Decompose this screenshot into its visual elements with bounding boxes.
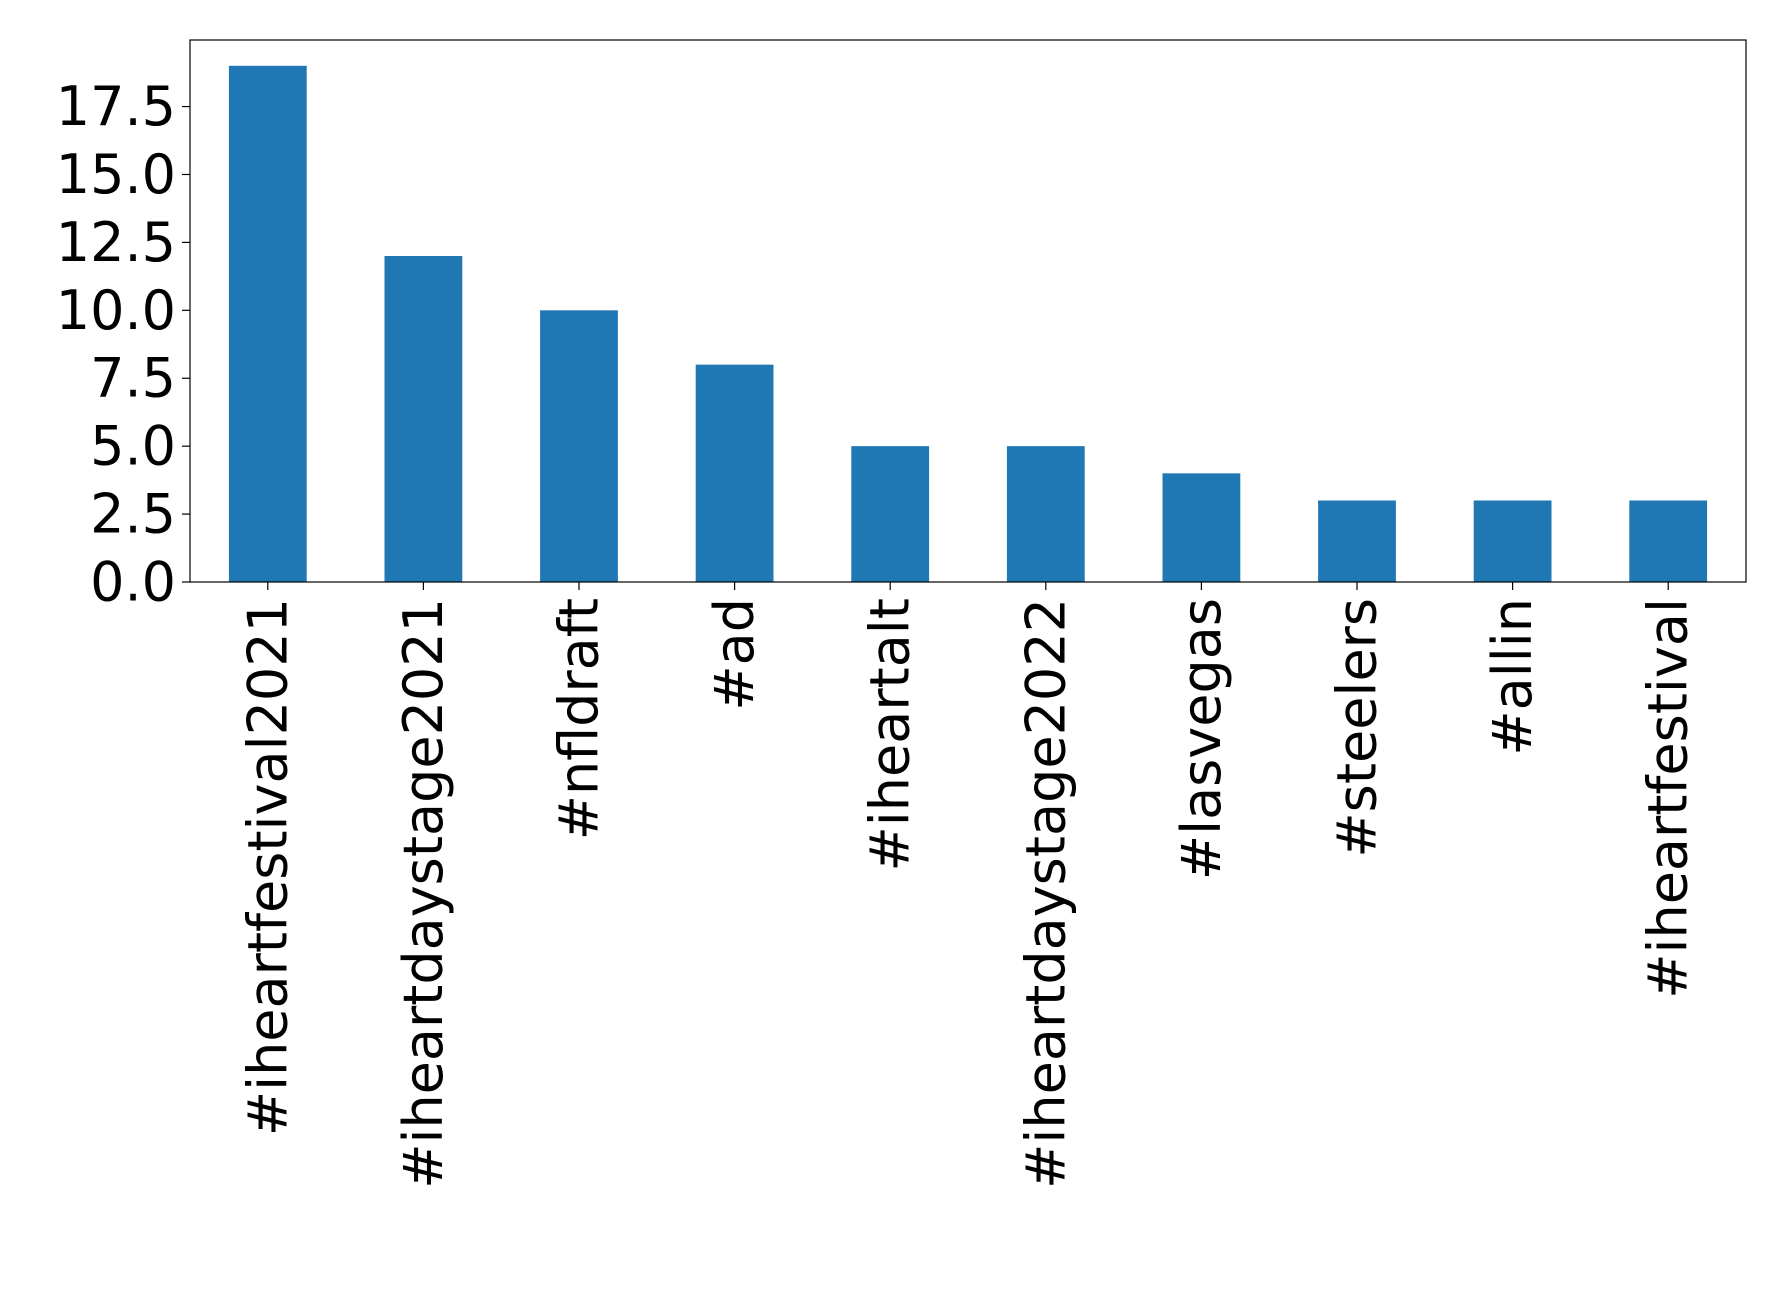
x-tick-label: #lasvegas: [1170, 598, 1233, 880]
y-tick-label: 10.0: [56, 279, 176, 342]
x-tick-label: #ad: [703, 598, 766, 711]
y-tick-label: 12.5: [56, 211, 176, 274]
bar: [1318, 500, 1396, 582]
bar: [695, 364, 774, 582]
bar: [1629, 500, 1708, 582]
x-tick-label: #iheartalt: [859, 598, 922, 871]
x-tick-label: #nfldraft: [548, 598, 611, 840]
x-axis: #iheartfestival2021 #iheartdaystage2021 #n…: [236, 582, 1700, 1189]
bar: [384, 255, 463, 582]
bar: [1006, 446, 1085, 582]
bar: [540, 310, 618, 582]
x-tick-label: #iheartdaystage2022: [1014, 598, 1077, 1189]
y-tick-label: 7.5: [90, 347, 176, 410]
x-tick-label: #iheartdaystage2021: [392, 598, 455, 1189]
x-tick-label: #allin: [1481, 598, 1544, 756]
y-tick-label: 5.0: [90, 415, 176, 478]
bar: [851, 446, 930, 582]
bar: [1162, 473, 1241, 582]
bars-group: [228, 65, 1708, 583]
bar: [1473, 500, 1552, 582]
x-tick-label: #steelers: [1326, 598, 1389, 858]
y-tick-label: 17.5: [56, 75, 176, 138]
bar: [228, 65, 307, 583]
y-tick-label: 0.0: [90, 551, 176, 614]
x-tick-label: #iheartfestival: [1637, 598, 1700, 999]
y-tick-label: 15.0: [56, 143, 176, 206]
y-axis: 0.02.55.07.510.012.515.017.5: [56, 75, 190, 614]
x-tick-label: #iheartfestival2021: [236, 598, 299, 1136]
plot-frame: [189, 39, 1747, 583]
y-tick-label: 2.5: [90, 483, 176, 546]
